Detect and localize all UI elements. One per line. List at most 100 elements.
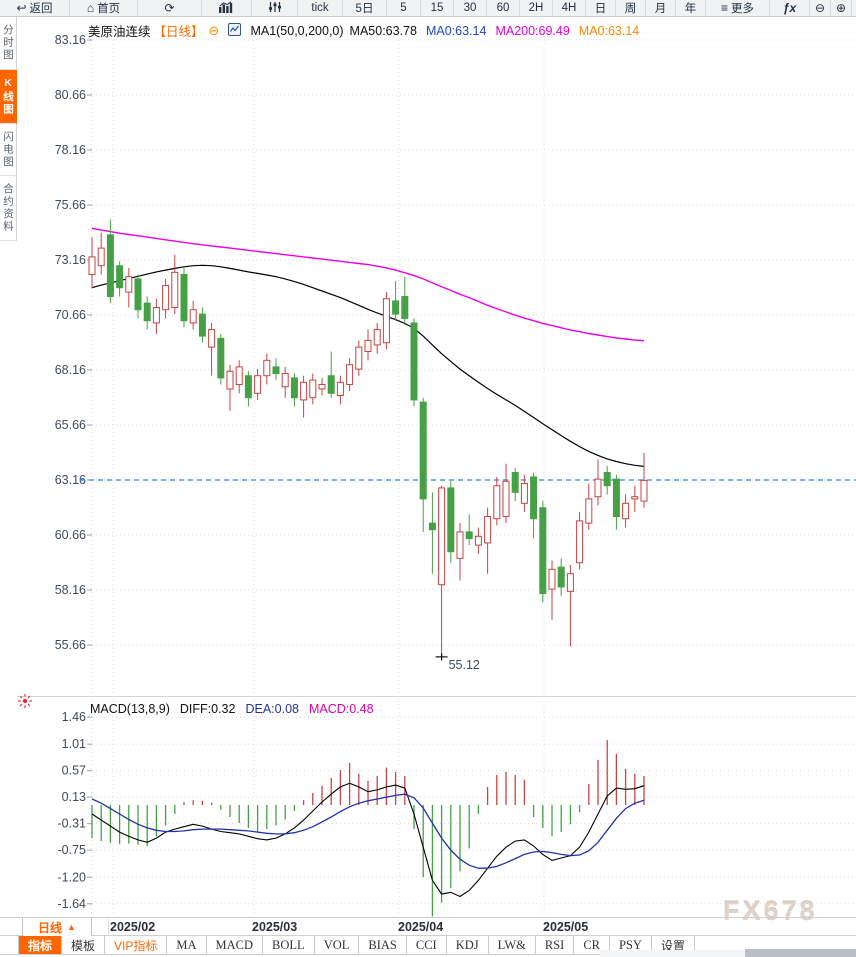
tab-ma[interactable]: MA [167, 936, 207, 954]
svg-text:1.01: 1.01 [62, 737, 86, 751]
indicator-settings-sun-icon[interactable] [17, 693, 33, 714]
toolbar-button-label: 月 [654, 3, 667, 15]
toolbar-button-interval-year[interactable]: 年 [676, 0, 706, 16]
sidebar-item-flash-chart[interactable]: 闪电图 [0, 123, 17, 176]
chart-type-sidebar: 分时图 K线图 闪电图 合约资料 [0, 17, 17, 241]
period-selector-label: 日线 [38, 920, 63, 935]
zoom-in-icon: ⊕ [835, 1, 847, 15]
indicator-tab-bar: 指标 模板 VIP指标 MA MACD BOLL VOL BIAS CCI KDJ LW& RSI CR… [0, 936, 856, 955]
toolbar-button-interval-4h[interactable]: 4H [553, 0, 586, 16]
macd-header: MACD(13,8,9) DIFF:0.32 DEA:0.08 MACD:0.4… [90, 702, 374, 716]
refresh-icon: ⟳ [164, 1, 175, 15]
svg-text:73.16: 73.16 [55, 253, 86, 267]
svg-text:80.66: 80.66 [55, 88, 86, 102]
svg-text:70.66: 70.66 [55, 308, 86, 322]
horizontal-scrollbar-track[interactable] [600, 950, 856, 957]
toolbar-button-refresh[interactable]: ⟳ [138, 0, 202, 16]
toolbar-button-interval-tick[interactable]: tick [298, 0, 343, 16]
tab-rsi[interactable]: RSI [536, 936, 575, 954]
tab-settings[interactable]: 设置 [652, 936, 695, 954]
fx678-watermark: FX678 [723, 896, 818, 926]
tab-psy[interactable]: PSY [610, 936, 652, 954]
tab-cci[interactable]: CCI [407, 936, 447, 954]
toolbar-button-more[interactable]: ≡ 更多 [706, 0, 770, 16]
ma0-blue-value: MA0:63.14 [425, 23, 487, 38]
toolbar-button-label: 更多 [731, 3, 754, 15]
tab-macd[interactable]: MACD [207, 936, 264, 954]
tab-vol[interactable]: VOL [315, 936, 360, 954]
mini-chart-icon[interactable] [228, 22, 242, 39]
collapse-indicator-icon[interactable]: ⊖ [208, 22, 220, 38]
tab-vip-indicators[interactable]: VIP指标 [105, 936, 168, 954]
toolbar-button-home[interactable]: ⌂ 首页 [70, 0, 138, 16]
svg-text:63.16: 63.16 [55, 473, 86, 487]
svg-text:55.12: 55.12 [449, 658, 480, 672]
toolbar-button-label: 5日 [355, 3, 374, 15]
tab-templates[interactable]: 模板 [62, 936, 106, 954]
svg-text:-0.75: -0.75 [58, 843, 87, 857]
toolbar-button-interval-60m[interactable]: 60 [487, 0, 520, 16]
sidebar-item-contract-info[interactable]: 合约资料 [0, 176, 17, 241]
toolbar-button-interval-5m[interactable]: 5 [387, 0, 421, 16]
svg-text:-1.64: -1.64 [58, 897, 87, 911]
bar-chart-icon [219, 1, 234, 15]
triangle-up-icon: ▲ [67, 922, 76, 932]
tab-cr[interactable]: CR [574, 936, 611, 954]
toolbar-button-interval-month[interactable]: 月 [646, 0, 676, 16]
sidebar-item-kline-chart[interactable]: K线图 [0, 69, 17, 124]
svg-text:-1.20: -1.20 [58, 870, 87, 884]
top-toolbar: ↩ 返回 ⌂ 首页 ⟳ tick 5日 5 15 30 60 2H 4H 日周月年 ≡ 更多 ƒx ⊖ ⊕ [0, 0, 856, 17]
toolbar-button-chart-type-bar[interactable] [202, 0, 252, 16]
svg-text:78.16: 78.16 [55, 143, 86, 157]
toolbar-button-label: 5 [400, 2, 407, 14]
toolbar-button-interval-30m[interactable]: 30 [454, 0, 487, 16]
svg-text:58.16: 58.16 [55, 583, 86, 597]
svg-text:65.66: 65.66 [55, 418, 86, 432]
ma200-value: MA200:69.49 [495, 23, 570, 38]
macd-value: MACD:0.48 [308, 702, 374, 716]
tab-bias[interactable]: BIAS [359, 936, 407, 954]
svg-text:68.16: 68.16 [55, 363, 86, 377]
horizontal-scrollbar-thumb[interactable] [745, 949, 856, 957]
toolbar-button-interval-2h[interactable]: 2H [520, 0, 553, 16]
toolbar-button-label: 首页 [97, 3, 121, 15]
tab-kdj[interactable]: KDJ [447, 936, 489, 954]
toolbar-button-fx-functions[interactable]: ƒx [770, 0, 810, 16]
zoom-out-icon: ⊖ [814, 1, 826, 15]
toolbar-button-interval-15m[interactable]: 15 [421, 0, 454, 16]
toolbar-button-interval-week[interactable]: 周 [616, 0, 646, 16]
chart-header: 美原油连续 【日线】 ⊖ MA1(50,0,200,0) MA50:63.78 … [88, 21, 639, 40]
toolbar-button-interval-5d[interactable]: 5日 [343, 0, 387, 16]
x-axis-label: 2025/04 [398, 920, 444, 934]
svg-text:0.57: 0.57 [62, 764, 86, 778]
toolbar-button-zoom-out[interactable]: ⊖ [810, 0, 831, 16]
svg-text:0.13: 0.13 [62, 790, 86, 804]
toolbar-button-label: 15 [430, 2, 444, 14]
toolbar-button-label: ƒx [782, 1, 797, 15]
toolbar-button-label: 30 [463, 2, 477, 14]
tab-bar-spacer [0, 936, 19, 954]
toolbar-button-label: tick [311, 2, 329, 14]
tab-lw[interactable]: LW& [489, 936, 536, 954]
back-icon: ↩ [16, 1, 27, 15]
tab-boll[interactable]: BOLL [263, 936, 315, 954]
x-axis-label: 2025/02 [110, 920, 156, 934]
svg-text:83.16: 83.16 [55, 33, 86, 47]
toolbar-button-interval-day[interactable]: 日 [586, 0, 616, 16]
toolbar-button-label: 4H [561, 2, 577, 14]
symbol-name: 美原油连续 [88, 25, 151, 39]
toolbar-button-label: 日 [594, 3, 607, 15]
period-tag: 【日线】 [153, 25, 204, 39]
toolbar-button-back[interactable]: ↩ 返回 [0, 0, 70, 16]
sidebar-item-time-chart[interactable]: 分时图 [0, 17, 17, 70]
toolbar-button-zoom-in[interactable]: ⊕ [831, 0, 852, 16]
home-icon: ⌂ [86, 1, 95, 15]
tab-indicators[interactable]: 指标 [19, 936, 63, 954]
toolbar-button-chart-type-candle[interactable] [252, 0, 298, 16]
period-selector[interactable]: 日线 ▲ [22, 918, 92, 936]
ma50-value: MA50:63.78 [349, 23, 417, 38]
svg-text:55.66: 55.66 [55, 638, 86, 652]
ma0-orange-value: MA0:63.14 [578, 23, 640, 38]
svg-text:-0.31: -0.31 [58, 817, 87, 831]
